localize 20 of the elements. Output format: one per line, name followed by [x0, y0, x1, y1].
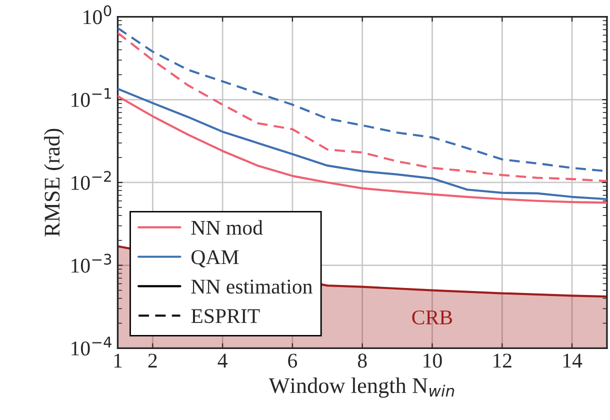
- x-axis-title: Window length N$_{win}$: [268, 377, 454, 398]
- legend-label: NN mod: [191, 220, 263, 235]
- y-tick-label: 10$^{−1}$: [72, 88, 111, 107]
- legend-label: ESPRIT: [191, 309, 260, 324]
- y-tick-label: 10$^{−2}$: [72, 170, 111, 190]
- y-tick-label: 10$^{−3}$: [72, 254, 112, 273]
- x-tick-label: 6: [288, 354, 298, 368]
- x-tick-label: 8: [358, 354, 367, 368]
- x-tick-label: 1: [114, 354, 122, 368]
- series-label: CRB: [412, 310, 452, 324]
- y-axis-title: RMSE (rad): [44, 128, 64, 236]
- x-tick-label: 2: [148, 354, 157, 368]
- x-tick-label: 12: [494, 354, 512, 368]
- legend-label: NN estimation: [191, 280, 312, 294]
- x-tick-label: 14: [563, 354, 582, 368]
- legend-label: QAM: [192, 250, 239, 268]
- y-tick-label: 10$^{−4}$: [72, 336, 112, 356]
- x-tick-label: 4: [218, 354, 228, 368]
- x-tick-label: 10: [424, 354, 442, 368]
- y-tick-label: 10$^{0}$: [84, 5, 112, 24]
